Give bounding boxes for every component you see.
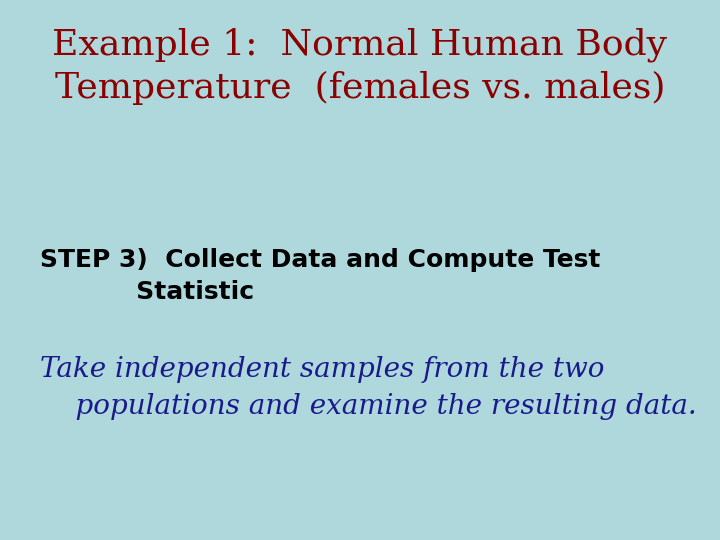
Text: Example 1:  Normal Human Body
Temperature  (females vs. males): Example 1: Normal Human Body Temperature… — [53, 27, 667, 105]
Text: STEP 3)  Collect Data and Compute Test
           Statistic: STEP 3) Collect Data and Compute Test St… — [40, 248, 600, 304]
Text: Take independent samples from the two
    populations and examine the resulting : Take independent samples from the two po… — [40, 356, 696, 420]
